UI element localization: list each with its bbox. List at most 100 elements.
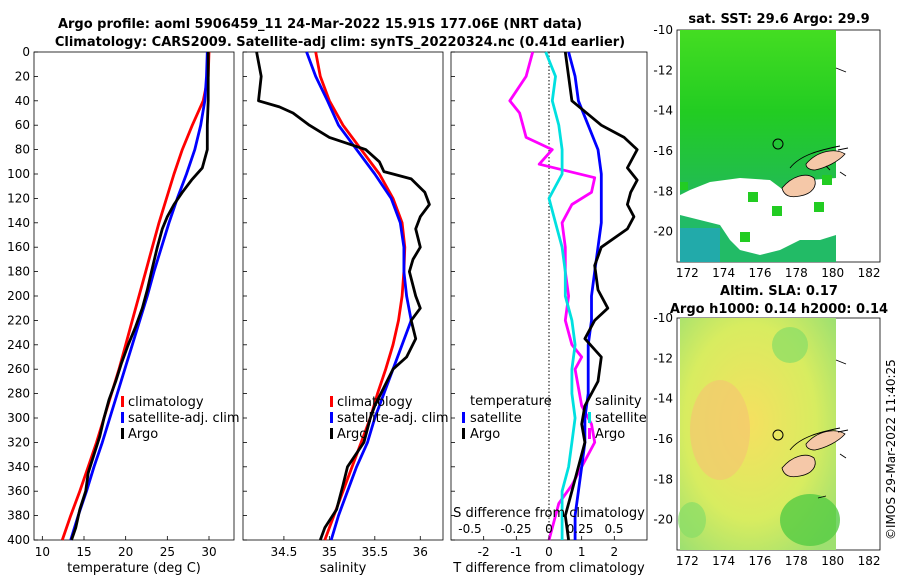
- x-tick-label: 0: [545, 545, 553, 559]
- argo-location-marker: [772, 429, 784, 441]
- longitude-tick-label: 174: [712, 554, 735, 568]
- title-line-2: Climatology: CARS2009. Satellite-adj cli…: [55, 35, 625, 50]
- series-line-temperature-satellite: [567, 51, 603, 540]
- series-line-satellite-adj-clim: [305, 51, 413, 541]
- x-tick-label: 35.5: [361, 545, 388, 559]
- copyright-label: ©IMOS 29-Mar-2022 11:40:25: [884, 359, 898, 540]
- series-line-climatology: [314, 51, 407, 541]
- argo-location-marker: [772, 138, 784, 150]
- longitude-tick-label: 176: [749, 554, 772, 568]
- depth-tick-label: 400: [7, 533, 30, 547]
- sla-map-title-1: Altim. SLA: 0.17: [720, 284, 838, 299]
- latitude-tick-label: -20: [653, 513, 673, 527]
- latitude-tick-label: -14: [653, 392, 673, 406]
- depth-tick-label: 300: [7, 411, 30, 425]
- sst-map: sat. SST: 29.6 Argo: 29.9 172 174 176 178 18…: [653, 12, 880, 280]
- x-tick-label: 36: [413, 545, 428, 559]
- depth-tick-label: 240: [7, 338, 30, 352]
- longitude-tick-label: 174: [712, 266, 735, 280]
- salinity-x-ticks: 34.5 35 35.5 36: [243, 51, 428, 559]
- sla-low-patch: [772, 327, 808, 363]
- longitude-tick-label: 178: [785, 554, 808, 568]
- title-line-1: Argo profile: aoml 5906459_11 24-Mar-202…: [58, 17, 582, 32]
- series-line-climatology: [60, 51, 211, 541]
- depth-tick-label: 220: [7, 313, 30, 327]
- depth-tick-label: 360: [7, 484, 30, 498]
- series-line-argo: [70, 52, 210, 541]
- latitude-tick-label: -10: [653, 311, 673, 325]
- longitude-tick-label: 182: [858, 266, 881, 280]
- longitude-tick-label: 182: [858, 554, 881, 568]
- legend-marker-climatology: [330, 396, 333, 407]
- legend-marker-satellite: [330, 412, 333, 423]
- longitude-tick-label: 180: [821, 554, 844, 568]
- depth-tick-label: 180: [7, 265, 30, 279]
- depth-tick-label: 280: [7, 387, 30, 401]
- longitude-tick-label: 178: [785, 266, 808, 280]
- depth-tick-label: 0: [22, 45, 30, 59]
- difference-x-ticks: -2 -1 0 1 2: [451, 51, 619, 559]
- salinity-legend: climatology satellite-adj. clim Argo: [330, 395, 449, 442]
- latitude-tick-label: -16: [653, 432, 673, 446]
- fiji-island: [805, 430, 846, 451]
- s-difference-label: S difference from climatology: [453, 506, 645, 521]
- legend-label-t-satellite: satellite: [470, 411, 522, 426]
- depth-tick-label: 100: [7, 167, 30, 181]
- t-difference-label: T difference from climatology: [452, 561, 645, 576]
- s-diff-tick-label: -0.25: [500, 522, 531, 536]
- temperature-series-group: [60, 51, 211, 541]
- fiji-island: [805, 150, 846, 171]
- sst-pixel: [814, 202, 824, 212]
- salinity-panel: 34.5 35 35.5 36 salinity climatology satell…: [242, 51, 449, 576]
- latitude-tick-label: -18: [653, 472, 673, 486]
- latitude-tick-label: -12: [653, 63, 673, 77]
- depth-axis: 0 20 40 60 80 100 120 140 160 180 200 220 240 260 280 3…: [7, 45, 30, 547]
- s-diff-tick-label: 0.25: [567, 522, 594, 536]
- legend-heading-temperature: temperature: [470, 394, 552, 409]
- x-tick-label: 34.5: [271, 545, 298, 559]
- sst-map-title: sat. SST: 29.6 Argo: 29.9: [688, 12, 869, 27]
- difference-legend-right: salinity satellite Argo: [588, 394, 647, 442]
- legend-marker-satellite: [121, 412, 124, 423]
- depth-tick-label: 260: [7, 362, 30, 376]
- legend-heading-salinity: salinity: [595, 394, 642, 409]
- sst-pixel: [680, 182, 688, 190]
- sla-high-patch: [690, 380, 750, 480]
- depth-tick-label: 200: [7, 289, 30, 303]
- latitude-tick-label: -20: [653, 225, 673, 239]
- sst-pixel: [822, 175, 832, 185]
- legend-label-climatology: climatology: [128, 395, 204, 410]
- temperature-x-label: temperature (deg C): [67, 561, 201, 576]
- x-tick-label: 2: [611, 545, 619, 559]
- depth-tick-label: 380: [7, 509, 30, 523]
- coastline: [789, 359, 849, 499]
- sst-map-ticks: 172 174 176 178 180 182 -10 -12 -14 -16 -18 -20: [653, 23, 880, 280]
- depth-tick-label: 340: [7, 460, 30, 474]
- temperature-plot-frame: [33, 51, 235, 541]
- x-tick-label: 10: [35, 545, 50, 559]
- legend-label-argo: Argo: [128, 427, 158, 442]
- legend-marker-s-satellite: [588, 412, 591, 423]
- difference-series-group: [508, 51, 639, 541]
- latitude-tick-label: -10: [653, 23, 673, 37]
- x-tick-label: 20: [118, 545, 133, 559]
- difference-panel: -2 -1 0 1 2 S difference from climatology -0…: [450, 51, 648, 576]
- depth-tick-label: 40: [15, 94, 30, 108]
- latitude-tick-label: -18: [653, 184, 673, 198]
- sst-pixel: [772, 206, 782, 216]
- salinity-series-group: [255, 51, 431, 541]
- longitude-tick-label: 176: [749, 266, 772, 280]
- depth-tick-label: 320: [7, 435, 30, 449]
- legend-marker-climatology: [121, 396, 124, 407]
- legend-label-s-argo: Argo: [595, 427, 625, 442]
- legend-marker-s-argo: [588, 428, 591, 439]
- depth-tick-label: 160: [7, 240, 30, 254]
- difference-legend-left: temperature satellite Argo: [462, 394, 552, 442]
- sla-map: Altim. SLA: 0.17 Argo h1000: 0.14 h2000:…: [653, 284, 888, 568]
- difference-plot-frame: [450, 51, 648, 541]
- x-tick-label: -2: [478, 545, 490, 559]
- legend-label-t-argo: Argo: [470, 427, 500, 442]
- x-tick-label: 25: [160, 545, 175, 559]
- coastline: [789, 67, 849, 177]
